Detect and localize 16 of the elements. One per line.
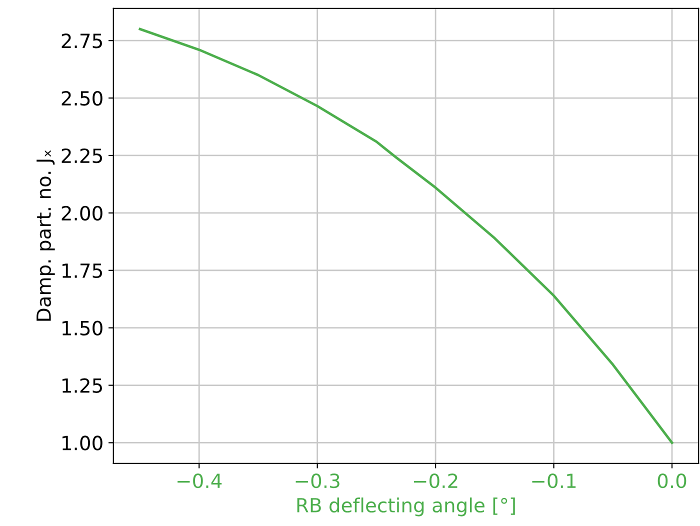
- y-tick-label: 1.75: [62, 264, 102, 278]
- y-tick-label: 1.50: [62, 320, 102, 336]
- y-tick-label: 2.25: [62, 148, 102, 164]
- y-axis-title: Damp. part. no. Jₓ: [36, 150, 55, 321]
- x-axis-title: RB deflecting angle [°]: [297, 498, 515, 516]
- y-tick-label: 1.00: [62, 436, 102, 450]
- x-tick-label: −0.2: [414, 473, 458, 488]
- line-series: [138, 28, 674, 444]
- y-tick-label: 2.00: [62, 206, 102, 221]
- x-tick-label: −0.3: [296, 473, 340, 488]
- x-tick-label: −0.4: [178, 473, 222, 488]
- y-tick-label: 2.50: [62, 90, 102, 106]
- x-tick-label: 0.0: [658, 473, 686, 488]
- y-tick-label: 2.75: [62, 34, 102, 48]
- y-tick-label: 1.25: [62, 378, 102, 393]
- x-tick-label: −0.1: [532, 473, 576, 488]
